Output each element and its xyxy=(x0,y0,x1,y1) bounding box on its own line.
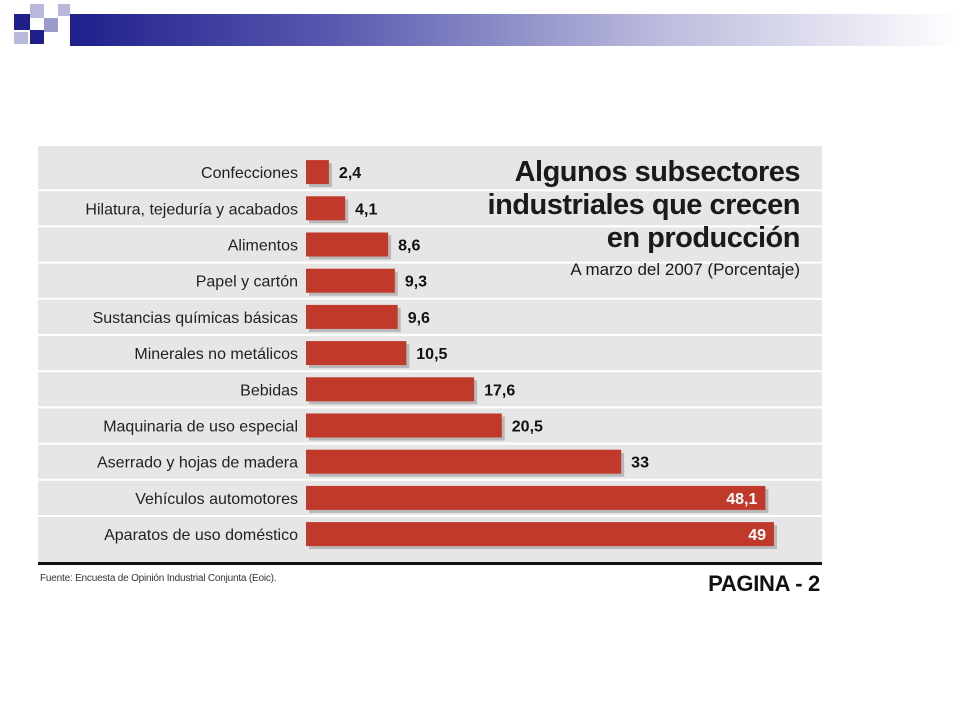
data-label: 4,1 xyxy=(355,201,377,218)
category-label: Aparatos de uso doméstico xyxy=(104,527,298,544)
chart-title-line-1: Algunos subsectores xyxy=(514,156,801,188)
slide-decoration-square xyxy=(30,30,44,44)
bar xyxy=(306,341,407,366)
category-label: Aserrado y hojas de madera xyxy=(97,455,298,472)
bar xyxy=(306,304,398,329)
data-label: 48,1 xyxy=(726,491,757,508)
category-label: Bebidas xyxy=(240,382,298,399)
category-label: Maquinaria de uso especial xyxy=(103,419,298,436)
slide-decoration-square xyxy=(58,4,70,16)
bar xyxy=(306,377,475,402)
bar xyxy=(306,232,389,257)
category-label: Vehículos automotores xyxy=(135,491,298,508)
slide-decoration-square xyxy=(30,4,44,18)
bar xyxy=(306,196,346,221)
slide-header-gradient-bar xyxy=(70,14,960,46)
bar xyxy=(306,449,622,474)
chart-footer: Fuente: Encuesta de Opinión Industrial C… xyxy=(38,562,822,601)
category-label: Hilatura, tejeduría y acabados xyxy=(85,201,298,218)
category-label: Minerales no metálicos xyxy=(134,346,298,363)
category-label: Confecciones xyxy=(201,165,298,182)
bar xyxy=(306,160,329,185)
chart-title-line-2: industriales que crecen xyxy=(487,189,801,221)
data-label: 10,5 xyxy=(416,346,447,363)
category-label: Alimentos xyxy=(228,238,298,255)
data-label: 8,6 xyxy=(398,238,420,255)
data-label: 49 xyxy=(748,527,766,544)
data-label: 9,3 xyxy=(405,274,427,291)
bar-chart: Confecciones 2,4 Hilatura, tejeduría y aca… xyxy=(38,160,822,550)
slide-decoration-square xyxy=(14,32,28,44)
bar xyxy=(306,522,774,547)
data-label: 33 xyxy=(631,455,649,472)
data-label: 9,6 xyxy=(408,310,430,327)
chart-title-block: Algunos subsectores industriales que cre… xyxy=(420,156,801,281)
slide-decoration-square xyxy=(14,14,30,30)
chart-source-note: Fuente: Encuesta de Opinión Industrial C… xyxy=(40,573,277,584)
chart-title-line-3: en producción xyxy=(606,222,801,254)
data-label: 20,5 xyxy=(512,419,543,436)
data-label: 17,6 xyxy=(484,382,515,399)
page-label: PAGINA - 2 xyxy=(708,571,820,596)
chart-figure: Confecciones 2,4 Hilatura, tejeduría y aca… xyxy=(38,146,822,601)
data-label: 2,4 xyxy=(339,165,361,182)
bar xyxy=(306,268,395,293)
bar xyxy=(306,413,502,438)
slide-decoration-square xyxy=(44,18,58,32)
bar xyxy=(306,485,766,510)
category-label: Papel y cartón xyxy=(196,274,298,291)
category-label: Sustancias químicas básicas xyxy=(93,310,298,327)
chart-subtitle: A marzo del 2007 (Porcentaje) xyxy=(570,260,800,279)
